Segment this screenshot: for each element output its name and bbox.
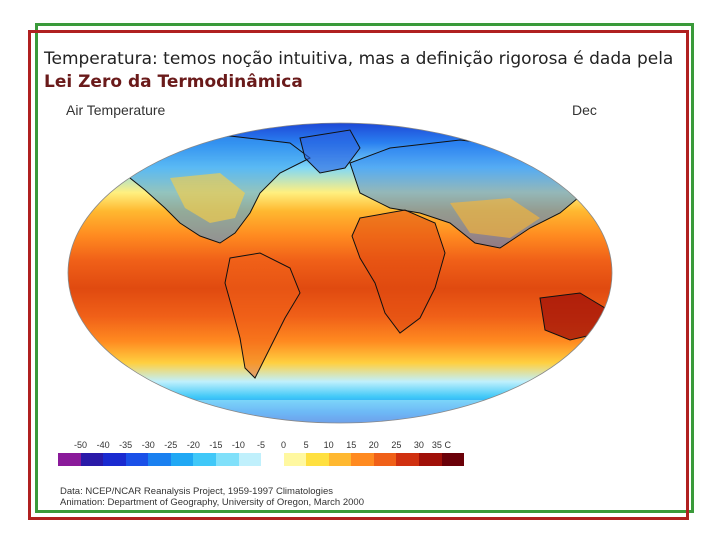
greenland-shape	[299, 129, 361, 174]
credits-animation-line: Animation: Department of Geography, Univ…	[60, 497, 364, 508]
scale-swatch	[80, 453, 104, 466]
credits: Data: NCEP/NCAR Reanalysis Project, 1959…	[60, 486, 364, 508]
scale-swatch	[238, 453, 262, 466]
slide-text-prefix: Temperatura: temos noção intuitiva, mas …	[44, 49, 674, 69]
scale-swatch	[193, 453, 216, 466]
temperature-map	[67, 122, 613, 424]
scale-swatch	[441, 453, 465, 466]
scale-swatch	[103, 453, 126, 466]
scale-swatch	[306, 453, 329, 466]
slide-text: Temperatura: temos noção intuitiva, mas …	[44, 48, 684, 94]
scale-labels: -50 -40 -35 -30 -25 -20 -15 -10 -5 0 5 10 15 20 25 30 35…	[58, 440, 464, 452]
scale-label: -5	[256, 440, 266, 450]
scale-label: 20	[368, 440, 379, 450]
scale-swatch	[396, 453, 419, 466]
scale-swatch	[148, 453, 171, 466]
scale-label: 10	[323, 440, 334, 450]
scale-label: -30	[141, 440, 155, 450]
scale-swatch	[261, 453, 284, 466]
scale-label: -20	[186, 440, 200, 450]
scale-label: -35	[119, 440, 133, 450]
scale-swatch	[215, 453, 239, 466]
scale-label: -40	[96, 440, 110, 450]
scale-swatch	[283, 453, 307, 466]
scale-swatch	[373, 453, 397, 466]
map-title: Air Temperature	[66, 102, 166, 118]
scale-swatch	[328, 453, 352, 466]
map-month: Dec	[572, 102, 597, 118]
scale-swatch	[125, 453, 149, 466]
scale-label: -10	[231, 440, 245, 450]
credits-data-line: Data: NCEP/NCAR Reanalysis Project, 1959…	[60, 486, 333, 497]
slide-frame-green	[35, 23, 694, 513]
scale-label: 5	[303, 440, 309, 450]
scale-label: 30	[413, 440, 424, 450]
scale-label: -50	[74, 440, 88, 450]
slide-frame-red	[28, 30, 689, 520]
scale-label: -25	[164, 440, 178, 450]
scale-bar	[58, 453, 465, 466]
slide-text-bold: Lei Zero da Termodinâmica	[44, 72, 303, 92]
scale-label: 0	[281, 440, 287, 450]
scale-swatch	[419, 453, 442, 466]
scale-swatch	[351, 453, 374, 466]
temperature-scale: -50 -40 -35 -30 -25 -20 -15 -10 -5 0 5 10 15 20 25 30 35…	[58, 440, 465, 466]
scale-label: 25	[391, 440, 402, 450]
scale-label: -15	[209, 440, 223, 450]
scale-swatch	[170, 453, 194, 466]
south-america-shape	[224, 252, 301, 379]
africa-shape	[351, 209, 446, 334]
scale-swatch	[58, 453, 81, 466]
scale-label: 15	[346, 440, 357, 450]
scale-label: 35 C	[431, 440, 451, 450]
